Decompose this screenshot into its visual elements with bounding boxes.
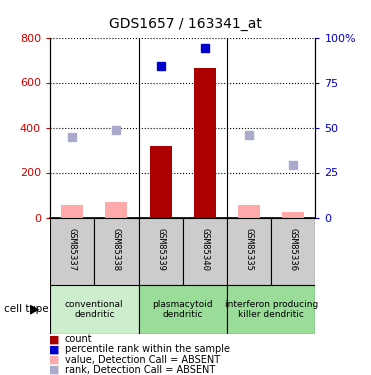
Text: count: count: [65, 334, 92, 344]
Bar: [50, 285, 138, 334]
Text: percentile rank within the sample: percentile rank within the sample: [65, 345, 230, 354]
Text: interferon producing
killer dendritic: interferon producing killer dendritic: [224, 300, 318, 319]
Bar: [227, 285, 315, 334]
Text: GSM85339: GSM85339: [156, 228, 165, 272]
Text: GSM85340: GSM85340: [200, 228, 209, 272]
Bar: [61, 205, 83, 218]
Text: cell type: cell type: [4, 304, 48, 314]
Text: value, Detection Call = ABSENT: value, Detection Call = ABSENT: [65, 355, 220, 364]
Text: GSM85336: GSM85336: [289, 228, 298, 272]
Bar: [138, 217, 183, 285]
Bar: [227, 217, 271, 285]
Bar: [238, 205, 260, 218]
Text: rank, Detection Call = ABSENT: rank, Detection Call = ABSENT: [65, 365, 215, 375]
Text: conventional
dendritic: conventional dendritic: [65, 300, 124, 319]
Text: ■: ■: [49, 345, 59, 354]
Bar: [50, 217, 94, 285]
Text: ■: ■: [49, 365, 59, 375]
Text: GSM85338: GSM85338: [112, 228, 121, 272]
Bar: [150, 146, 172, 218]
Text: ■: ■: [49, 334, 59, 344]
Text: plasmacytoid
dendritic: plasmacytoid dendritic: [152, 300, 213, 319]
Bar: [94, 217, 138, 285]
Bar: [183, 217, 227, 285]
Text: GSM85337: GSM85337: [68, 228, 77, 272]
Bar: [138, 285, 227, 334]
Text: GDS1657 / 163341_at: GDS1657 / 163341_at: [109, 17, 262, 31]
Bar: [282, 212, 304, 217]
Text: GSM85335: GSM85335: [244, 228, 253, 272]
Bar: [105, 202, 128, 217]
Bar: [194, 68, 216, 218]
Text: ■: ■: [49, 355, 59, 364]
Bar: [271, 217, 315, 285]
Text: ▶: ▶: [30, 303, 39, 316]
